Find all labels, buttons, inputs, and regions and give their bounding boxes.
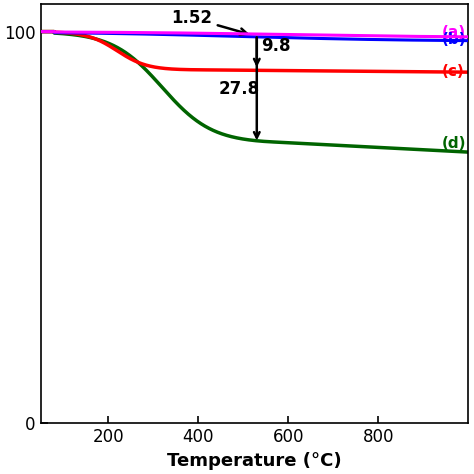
Text: 27.8: 27.8 bbox=[219, 80, 260, 98]
X-axis label: Temperature (°C): Temperature (°C) bbox=[167, 452, 342, 470]
Text: (b): (b) bbox=[441, 32, 466, 47]
Text: (d): (d) bbox=[441, 136, 466, 151]
Text: (c): (c) bbox=[441, 64, 464, 79]
Text: 1.52: 1.52 bbox=[171, 9, 247, 35]
Text: (a): (a) bbox=[441, 25, 465, 40]
Text: 9.8: 9.8 bbox=[261, 37, 291, 55]
